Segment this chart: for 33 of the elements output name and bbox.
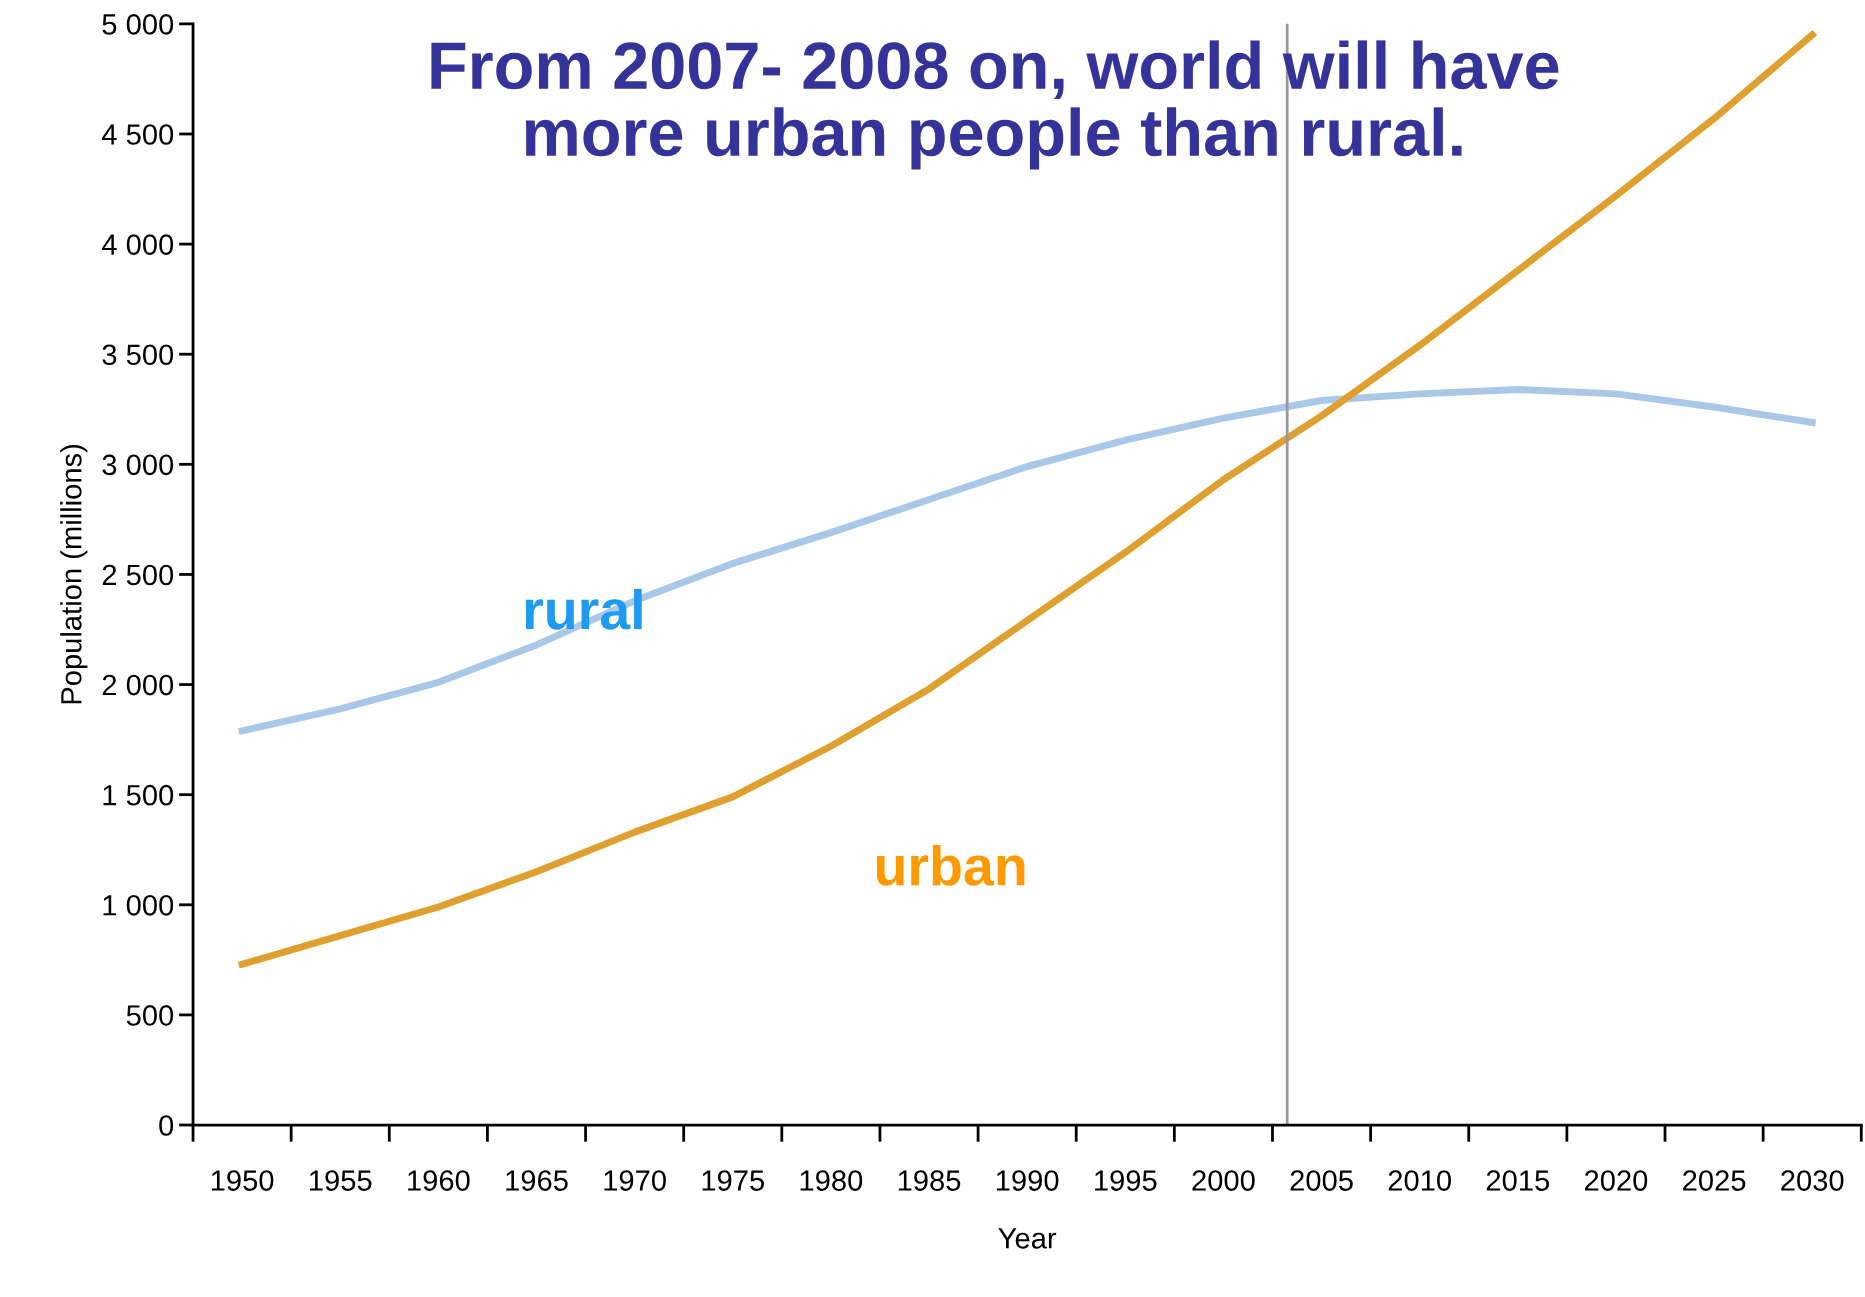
- y-tick-label: 4 500: [101, 124, 174, 145]
- y-tick-label: 2 000: [102, 674, 174, 696]
- x-tick-label: 2015: [1486, 1170, 1550, 1191]
- x-tick-label: 2020: [1584, 1170, 1648, 1191]
- x-tick-label: 1980: [800, 1170, 863, 1191]
- x-tick-label: 1965: [506, 1170, 568, 1191]
- x-tick-label: 2010: [1388, 1170, 1451, 1191]
- x-tick-label: 1970: [604, 1170, 666, 1191]
- x-tick-label: 1985: [898, 1170, 961, 1191]
- x-tick-label: 1990: [996, 1170, 1059, 1191]
- x-axis-title: Year: [998, 1228, 1057, 1249]
- x-tick-label: 1960: [408, 1170, 470, 1191]
- x-tick-label: 1950: [211, 1170, 274, 1191]
- text: From 2007- 2008 on, world will have more urban people than rural.: [431, 40, 1559, 170]
- y-axis-title: Population (millions): [60, 444, 88, 704]
- x-tick-label: 1975: [702, 1170, 764, 1191]
- y-tick-label: 500: [126, 1005, 174, 1026]
- y-tick-label: 2 500: [102, 564, 174, 586]
- x-tick-label: 2030: [1781, 1170, 1844, 1191]
- y-tick-label: 0: [159, 1115, 174, 1136]
- y-tick-label: 3 500: [102, 344, 174, 366]
- y-tick-label: 1 500: [103, 784, 174, 806]
- y-tick-label: 3 000: [102, 454, 174, 476]
- x-tick-label: 1995: [1095, 1170, 1157, 1191]
- y-tick-label: 5 000: [102, 14, 174, 35]
- series-label: rural: [525, 588, 642, 630]
- x-tick-label: 2005: [1290, 1170, 1353, 1191]
- x-tick-label: 2025: [1683, 1170, 1746, 1191]
- y-tick-label: 4 000: [101, 234, 174, 255]
- series-label: urban: [876, 845, 1025, 886]
- x-tick-label: 1955: [310, 1170, 372, 1191]
- x-tick-label: 2000: [1192, 1170, 1255, 1191]
- y-tick-label: 1 000: [103, 894, 174, 916]
